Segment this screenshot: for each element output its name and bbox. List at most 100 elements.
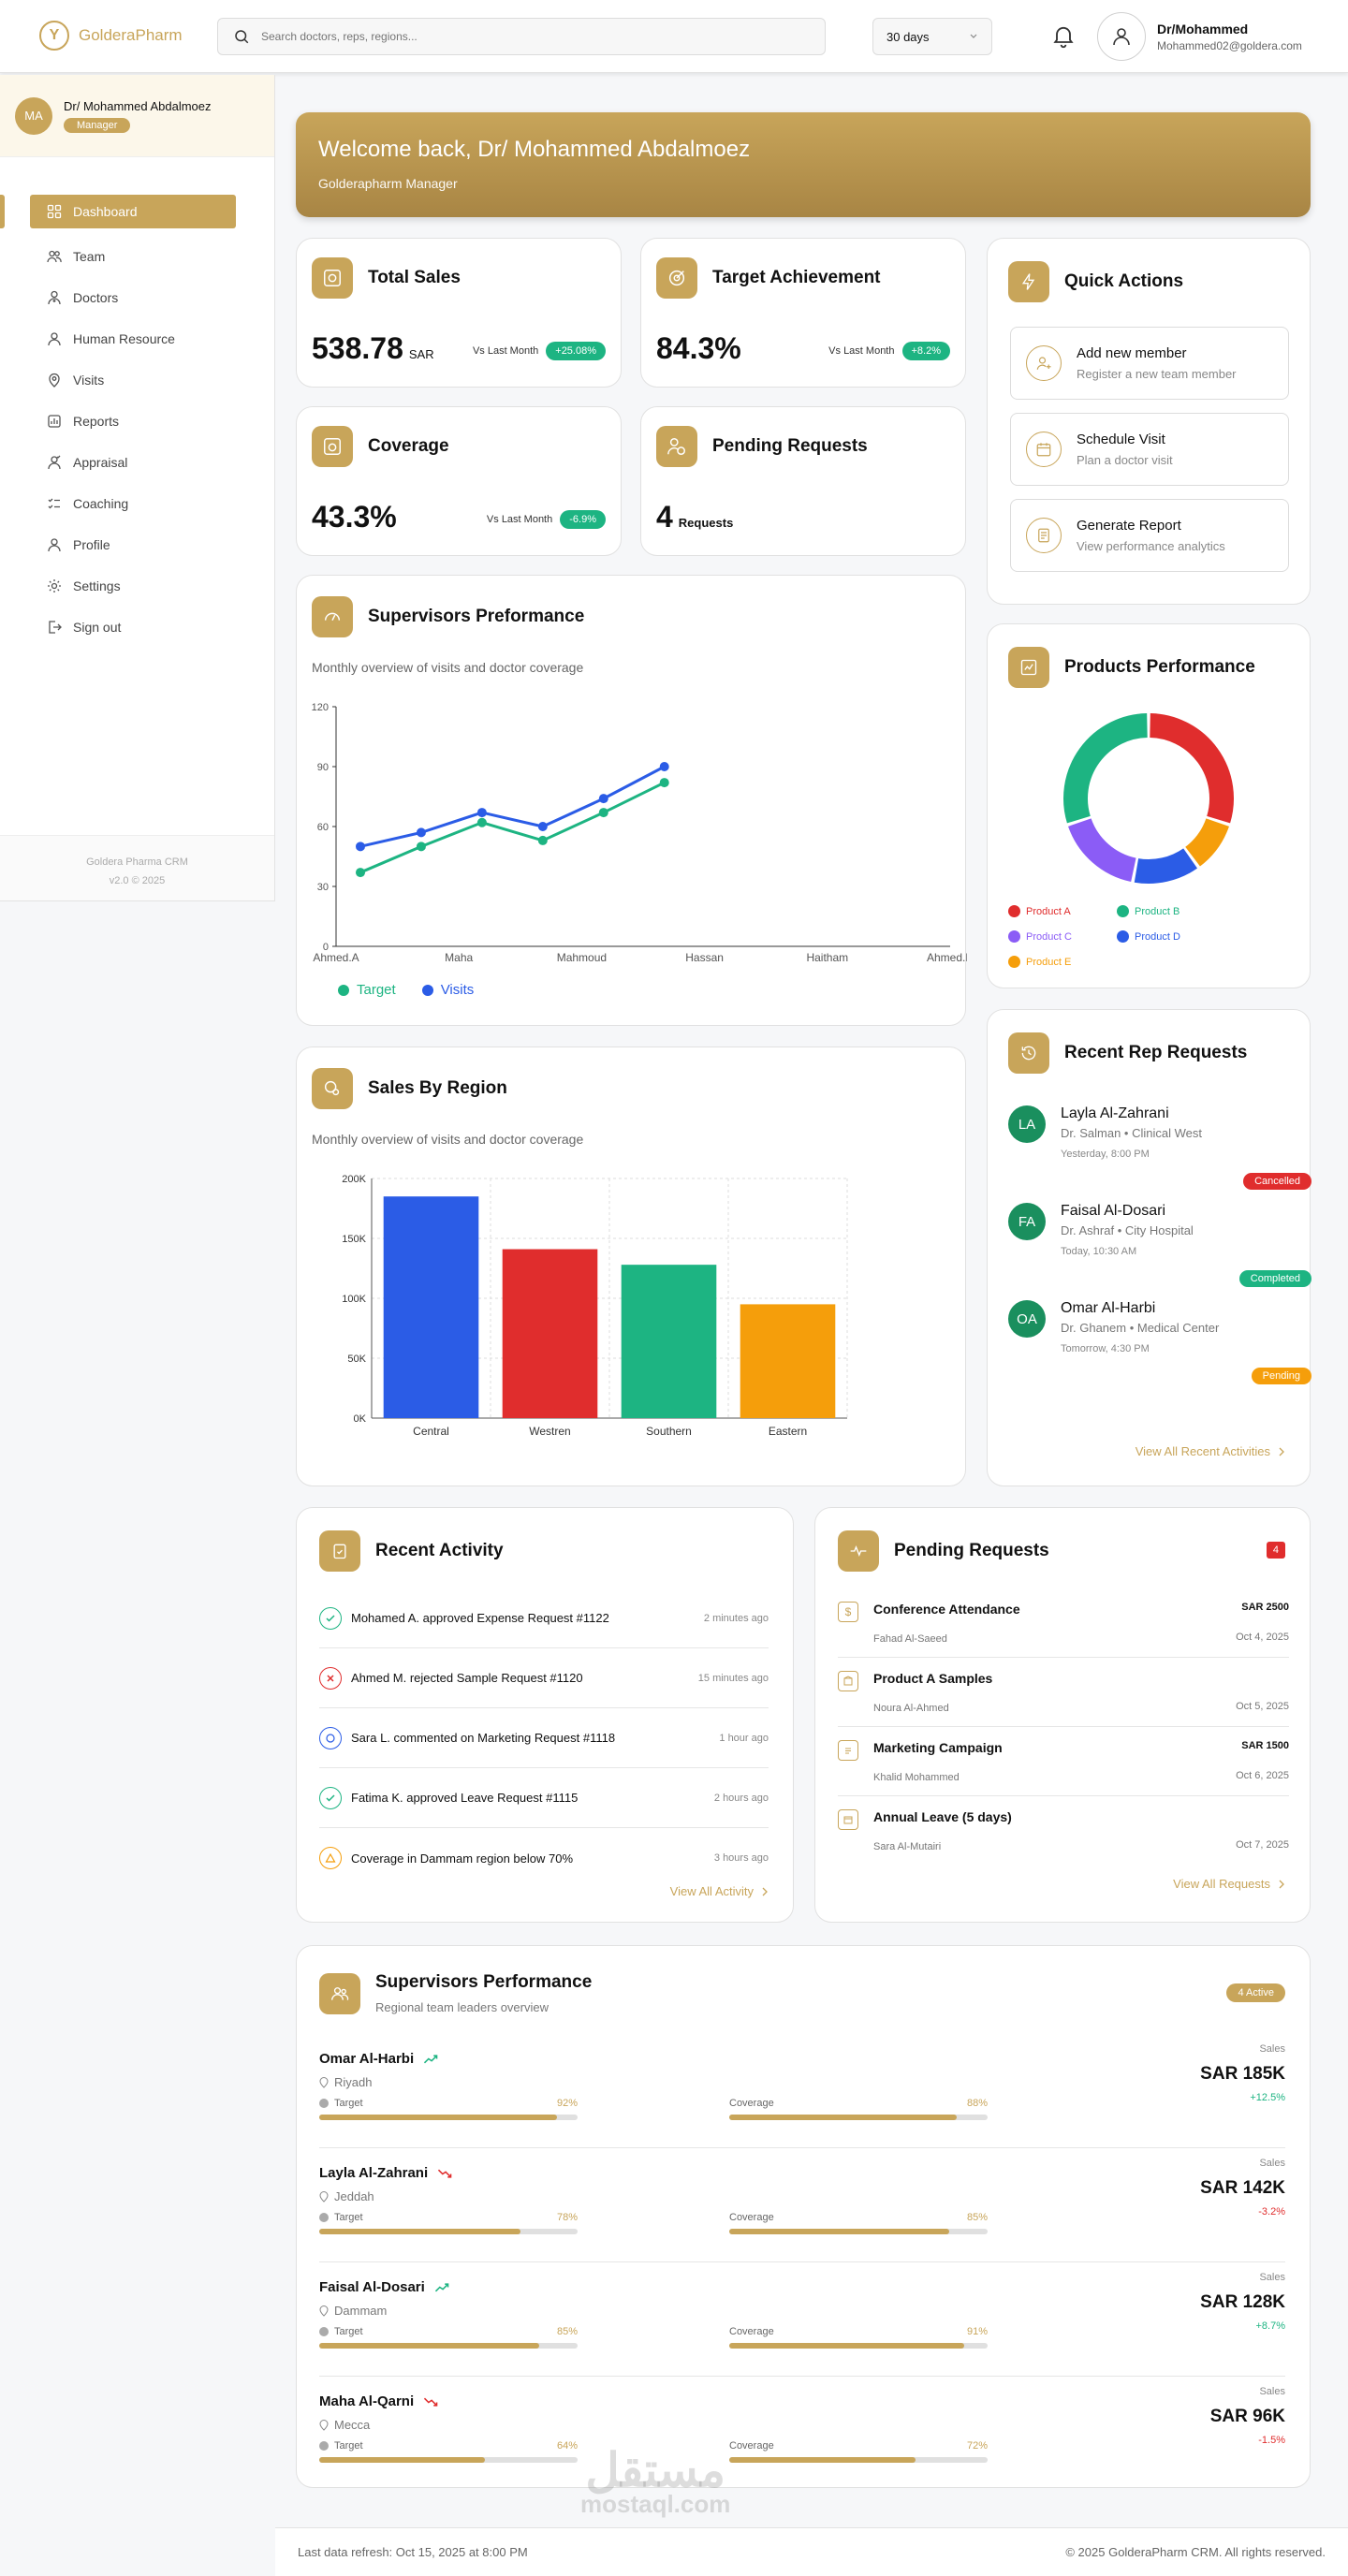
- activity-item[interactable]: Sara L. commented on Marketing Request #…: [319, 1708, 769, 1768]
- data-point[interactable]: [598, 808, 608, 818]
- trend-down-icon: [438, 2169, 452, 2178]
- reports-icon: [48, 415, 61, 428]
- activity-item[interactable]: Mohamed A. approved Expense Request #112…: [319, 1588, 769, 1648]
- gauge-icon: [312, 596, 353, 637]
- sidebar-item-coaching[interactable]: Coaching: [0, 483, 274, 524]
- donut-slice[interactable]: [1063, 713, 1149, 824]
- y-tick-label: 0: [323, 942, 329, 953]
- data-point[interactable]: [356, 868, 365, 878]
- generate-report-button[interactable]: Generate Report View performance analytic…: [1010, 499, 1289, 572]
- data-point[interactable]: [416, 827, 426, 838]
- view-all-requests-link[interactable]: View All Requests: [1173, 1877, 1285, 1891]
- search-input[interactable]: [261, 30, 785, 43]
- x-tick-label: Eastern: [769, 1425, 807, 1438]
- bar-southern[interactable]: [621, 1265, 717, 1418]
- active-indicator: [0, 195, 5, 228]
- data-point[interactable]: [537, 835, 548, 845]
- donut-chart: [1063, 713, 1234, 884]
- legend-label: Visits: [440, 982, 475, 998]
- sidebar-item-doctors[interactable]: Doctors: [0, 277, 274, 318]
- sidebar-item-label: Team: [73, 249, 106, 264]
- data-point[interactable]: [476, 817, 487, 827]
- request-item[interactable]: $ Conference Attendance SAR 2500 Fahad A…: [838, 1588, 1289, 1658]
- kpi-title: Target Achievement: [712, 268, 881, 287]
- supervisor-row[interactable]: Layla Al-Zahrani Jeddah Target 78% Coverage 8…: [319, 2148, 1285, 2262]
- data-point[interactable]: [416, 842, 426, 852]
- supervisor-name-text: Maha Al-Qarni: [319, 2393, 415, 2409]
- search-bar[interactable]: [217, 18, 826, 55]
- sidebar-item-visits[interactable]: Visits: [0, 359, 274, 401]
- sales-trend: +12.5%: [1250, 2092, 1285, 2103]
- calendar-icon: [1026, 432, 1062, 467]
- card-title: Recent Rep Requests: [1064, 1043, 1248, 1062]
- calendar-icon: [838, 1809, 858, 1830]
- rep-request-item[interactable]: FA Faisal Al-Dosari Dr. Ashraf • City Ho…: [1008, 1203, 1311, 1296]
- rep-request-item[interactable]: LA Layla Al-Zahrani Dr. Salman • Clinica…: [1008, 1105, 1311, 1199]
- coverage-value: 91%: [967, 2326, 989, 2337]
- kpi-target-achievement: Target Achievement 84.3% Vs Last Month +8…: [640, 238, 966, 388]
- data-point[interactable]: [356, 842, 365, 852]
- series-line-target: [359, 781, 666, 874]
- rep-request-item[interactable]: OA Omar Al-Harbi Dr. Ghanem • Medical Ce…: [1008, 1300, 1311, 1394]
- supervisor-row[interactable]: Omar Al-Harbi Riyadh Target 92% Coverage 88% S…: [319, 2034, 1285, 2148]
- request-date: Oct 5, 2025: [1236, 1701, 1289, 1712]
- donut-slice[interactable]: [1149, 713, 1234, 824]
- activity-item[interactable]: Fatima K. approved Leave Request #1115 2…: [319, 1768, 769, 1828]
- avatar: OA: [1008, 1300, 1046, 1338]
- activity-text: Coverage in Dammam region below 70%: [351, 1851, 574, 1866]
- sidebar-footer-line2: v2.0 © 2025: [109, 875, 166, 886]
- donut-slice[interactable]: [1068, 817, 1137, 883]
- activity-item[interactable]: Ahmed M. rejected Sample Request #1120 1…: [319, 1648, 769, 1708]
- sidebar-item-dashboard[interactable]: Dashboard: [30, 195, 236, 228]
- coaching-icon: [48, 498, 60, 509]
- request-amount: SAR 2500: [1241, 1602, 1289, 1613]
- trend-up-icon: [434, 2282, 449, 2291]
- y-tick-label: 120: [312, 702, 329, 713]
- donut-slice[interactable]: [1184, 817, 1229, 867]
- status-badge: Cancelled: [1243, 1173, 1311, 1190]
- sidebar-item-reports[interactable]: Reports: [0, 401, 274, 442]
- sidebar-item-profile[interactable]: Profile: [0, 524, 274, 565]
- request-item[interactable]: Product A Samples Noura Al-Ahmed Oct 5, …: [838, 1658, 1289, 1727]
- user-menu[interactable]: Dr/Mohammed Mohammed02@goldera.com: [1097, 12, 1302, 61]
- sidebar-item-human-resource[interactable]: Human Resource: [0, 318, 274, 359]
- sidebar-item-sign-out[interactable]: Sign out: [0, 607, 274, 648]
- data-point[interactable]: [598, 794, 608, 804]
- data-point[interactable]: [476, 808, 487, 818]
- sidebar-item-settings[interactable]: Settings: [0, 565, 274, 607]
- y-tick-label: 90: [317, 762, 329, 773]
- legend-item: Product C: [1008, 930, 1092, 943]
- activity-item[interactable]: Coverage in Dammam region below 70% 3 ho…: [319, 1828, 769, 1888]
- data-point[interactable]: [537, 822, 548, 831]
- schedule-visit-button[interactable]: Schedule Visit Plan a doctor visit: [1010, 413, 1289, 486]
- date-range-select[interactable]: 30 days: [872, 18, 992, 55]
- donut-slice[interactable]: [1134, 848, 1198, 884]
- card-title: Supervisors Performance: [375, 1972, 593, 1992]
- view-all-activity-link[interactable]: View All Activity: [670, 1884, 769, 1898]
- supervisor-row[interactable]: Faisal Al-Dosari Dammam Target 85% Coverage 9…: [319, 2262, 1285, 2377]
- request-item[interactable]: Annual Leave (5 days) Sara Al-Mutairi Oc…: [838, 1796, 1289, 1866]
- appraisal-icon: [48, 455, 61, 470]
- series-line-visits: [359, 765, 666, 848]
- target-label: Target: [319, 2212, 363, 2223]
- sidebar-item-team[interactable]: Team: [0, 236, 274, 277]
- sidebar-item-appraisal[interactable]: Appraisal: [0, 442, 274, 483]
- location-pin-icon: [319, 2419, 329, 2431]
- supervisors-performance-chart-card: Supervisors Preformance Monthly overview…: [296, 575, 967, 1026]
- add-member-button[interactable]: Add new member Register a new team member: [1010, 327, 1289, 400]
- bell-icon[interactable]: [1050, 22, 1077, 49]
- role-badge: Manager: [64, 117, 131, 133]
- logo[interactable]: Y GolderaPharm: [39, 21, 183, 51]
- view-all-activities-link[interactable]: View All Recent Activities: [1136, 1444, 1285, 1458]
- request-item[interactable]: Marketing Campaign SAR 1500 Khalid Moham…: [838, 1727, 1289, 1796]
- data-point[interactable]: [659, 762, 669, 771]
- supervisor-row[interactable]: Maha Al-Qarni Mecca Target 64% Coverage 72% Sa…: [319, 2377, 1285, 2491]
- bar-eastern[interactable]: [740, 1304, 836, 1418]
- data-point[interactable]: [659, 778, 669, 788]
- bar-westren[interactable]: [502, 1249, 598, 1418]
- sales-label: Sales: [1259, 2386, 1285, 2397]
- coverage-progress-fill: [729, 2457, 916, 2463]
- bar-central[interactable]: [383, 1196, 479, 1418]
- activity-time: 3 hours ago: [713, 1852, 769, 1864]
- request-requester: Fahad Al-Saeed: [873, 1633, 947, 1645]
